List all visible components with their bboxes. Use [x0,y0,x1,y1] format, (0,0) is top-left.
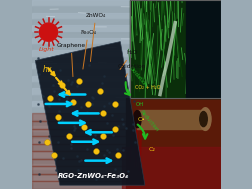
Bar [32,151,130,159]
Text: C•: C• [137,117,145,122]
Text: C₂: C₂ [149,147,155,152]
Polygon shape [35,42,145,185]
Ellipse shape [200,108,211,130]
Ellipse shape [134,111,141,128]
Bar [32,129,130,136]
Bar [32,176,130,183]
Bar [32,76,130,82]
Bar [32,164,130,170]
Bar [32,63,130,69]
Bar [32,6,130,13]
Bar [32,94,130,101]
Text: ZnWO₄: ZnWO₄ [86,13,106,61]
Bar [126,98,220,189]
Text: Graphene: Graphene [57,43,86,77]
Bar [32,32,130,38]
Bar [32,120,130,126]
Bar [122,147,220,189]
Ellipse shape [200,112,207,127]
Bar [32,69,130,76]
Bar [32,50,130,57]
Circle shape [39,23,57,41]
Text: OH: OH [136,102,144,107]
Bar [32,126,130,132]
Text: RGO-ZnWO₄-Fe₃O₄: RGO-ZnWO₄-Fe₃O₄ [58,173,129,179]
Bar [32,82,130,88]
Bar [32,38,130,44]
Text: CO₂ + H₂O: CO₂ + H₂O [136,85,161,90]
Bar [32,19,130,25]
Bar [32,157,130,164]
Bar [32,181,130,189]
Bar [32,44,130,50]
Text: Oxidation: Oxidation [117,64,146,77]
Bar [32,170,130,176]
Text: H₂O: H₂O [120,50,137,70]
Bar [137,110,204,129]
Bar [32,57,130,63]
Bar [32,183,130,189]
Bar [32,166,130,174]
Text: hv: hv [43,65,52,74]
Bar [32,101,130,107]
Bar [32,25,130,32]
Bar [32,145,130,151]
Bar [32,88,130,94]
Bar [32,136,130,144]
Bar [32,121,130,129]
Bar [32,113,130,121]
Text: Light: Light [39,47,55,52]
Bar [32,159,130,166]
Bar [32,174,130,181]
Bar [32,151,130,157]
Bar [186,0,220,98]
Bar [130,0,220,98]
Text: Oxidation: Oxidation [128,65,148,88]
Bar [32,13,130,19]
Bar [32,144,130,151]
Bar [32,113,130,120]
Bar [32,0,130,6]
Text: Fe₃O₄: Fe₃O₄ [80,30,96,69]
Bar [32,107,130,113]
Text: Reduction: Reduction [139,110,160,133]
Bar [32,132,130,139]
Bar [130,0,220,98]
Bar [32,139,130,145]
